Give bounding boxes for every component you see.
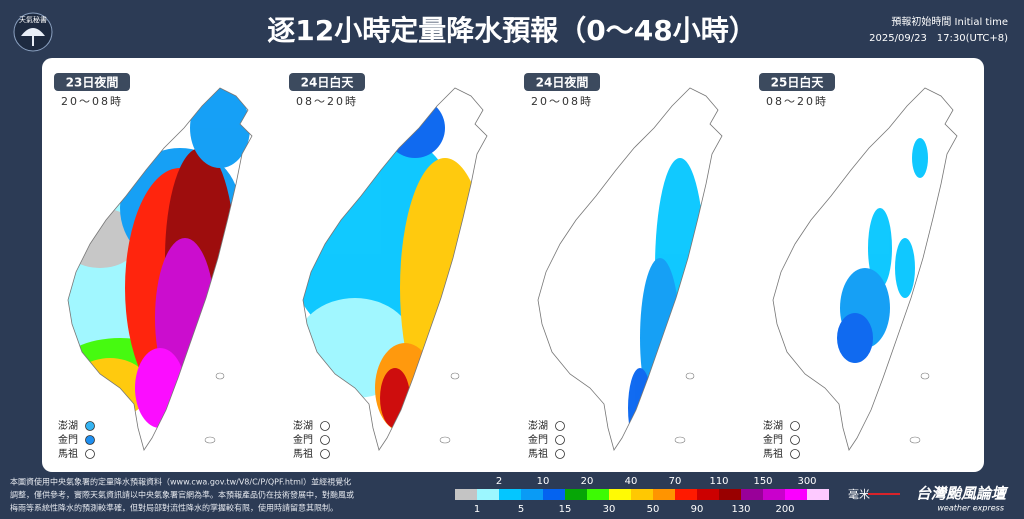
island: [204, 436, 216, 444]
legend-label: 130: [731, 504, 750, 515]
panel-day-box: [289, 73, 365, 91]
island-rain: [320, 435, 330, 445]
island-name: 金門: [763, 433, 783, 446]
island: [674, 436, 686, 444]
rain-area: [837, 313, 873, 363]
island-rain: [85, 435, 95, 445]
legend-unit: 毫米: [848, 487, 870, 501]
island-rain: [555, 449, 565, 459]
island: [909, 436, 921, 444]
legend-swatch: [521, 489, 543, 500]
brand-name: 台灣颱風論壇: [916, 485, 1009, 503]
panel-hours: 08～20時: [296, 95, 358, 108]
island: [685, 372, 695, 380]
logo: [13, 12, 53, 52]
legend-label: 30: [603, 504, 616, 515]
island-name: 澎湖: [528, 420, 548, 432]
panel-hours: 08～20時: [766, 95, 828, 108]
panel-day: 24日白天: [301, 75, 355, 90]
legend-swatch: [565, 489, 587, 500]
island-name: 澎湖: [58, 420, 78, 432]
legend-swatch: [763, 489, 785, 500]
legend-label: 5: [518, 504, 524, 515]
init-time: 2025/09/23 17:30(UTC+8): [869, 33, 1008, 44]
island: [215, 372, 225, 380]
legend-swatch: [477, 489, 499, 500]
island-name: 馬祖: [58, 447, 78, 460]
legend-swatch: [653, 489, 675, 500]
legend-label: 150: [753, 476, 772, 487]
island-name: 金門: [528, 433, 548, 446]
rain-layer: [837, 138, 928, 363]
legend-swatch: [455, 489, 477, 500]
rain-area: [912, 138, 928, 178]
disclaimer: 本圖資使用中央氣象署的定量降水預報資料（www.cwa.gov.tw/V8/C/…: [10, 477, 351, 487]
island-rain: [555, 421, 565, 431]
legend-label: 2: [496, 476, 502, 487]
island-rain: [85, 421, 95, 431]
map-area: [42, 58, 984, 472]
legend-swatch: [499, 489, 521, 500]
rain-area: [868, 208, 892, 288]
island-name: 馬祖: [528, 447, 548, 460]
legend-label: 20: [581, 476, 594, 487]
island-rain: [790, 421, 800, 431]
legend-label: 200: [775, 504, 794, 515]
legend-label: 300: [797, 476, 816, 487]
disclaimer: 調整，僅供參考，實際天氣資訊請以中央氣象署官網為準。本預報產品仍在技術發展中，對…: [10, 490, 354, 500]
legend-swatch: [719, 489, 741, 500]
legend-label: 10: [537, 476, 550, 487]
panel-hours: 20～08時: [531, 95, 593, 108]
island-rain: [320, 449, 330, 459]
legend-swatch: [675, 489, 697, 500]
island-rain: [85, 449, 95, 459]
island-rain: [790, 435, 800, 445]
island-name: 金門: [58, 433, 78, 446]
panel-day: 24日夜間: [536, 75, 589, 90]
rain-area: [895, 238, 915, 298]
legend-label: 110: [709, 476, 728, 487]
map-panel: [772, 87, 958, 451]
legend-label: 90: [691, 504, 704, 515]
title: 逐12小時定量降水預報（0～48小時）: [267, 14, 756, 47]
island: [450, 372, 460, 380]
brand-tagline: weather express: [937, 504, 1004, 513]
panel-day-box: [524, 73, 600, 91]
island-name: 金門: [293, 433, 313, 446]
rain-area: [190, 88, 250, 168]
island-name: 馬祖: [293, 447, 313, 460]
island-name: 澎湖: [293, 420, 313, 432]
init-label: 預報初始時間 Initial time: [891, 15, 1008, 28]
island: [439, 436, 451, 444]
panel-day: 23日夜間: [66, 75, 119, 90]
legend-swatch: [609, 489, 631, 500]
legend-swatch: [697, 489, 719, 500]
logo-text: 天氣秘書: [19, 15, 47, 24]
island-rain: [555, 435, 565, 445]
disclaimer: 梅雨等系統性降水的預測較準確，但對局部對流性降水的掌握較有限，使用時請留意其限制…: [10, 503, 338, 513]
panel-day-box: [759, 73, 835, 91]
legend-label: 40: [625, 476, 638, 487]
island-name: 澎湖: [763, 420, 783, 432]
legend-swatch: [587, 489, 609, 500]
panel-day: 25日白天: [771, 75, 825, 90]
legend-label: 70: [669, 476, 682, 487]
legend-swatch: [807, 489, 829, 500]
legend-label: 1: [474, 504, 480, 515]
legend-swatch: [631, 489, 653, 500]
panel-hours: 20～08時: [61, 95, 123, 108]
legend-swatch: [543, 489, 565, 500]
island: [920, 372, 930, 380]
panel-day-box: [54, 73, 130, 91]
legend-label: 15: [559, 504, 572, 515]
island-rain: [320, 421, 330, 431]
legend-swatch: [785, 489, 807, 500]
legend-swatch: [741, 489, 763, 500]
legend-label: 50: [647, 504, 660, 515]
island-name: 馬祖: [763, 447, 783, 460]
island-rain: [790, 449, 800, 459]
